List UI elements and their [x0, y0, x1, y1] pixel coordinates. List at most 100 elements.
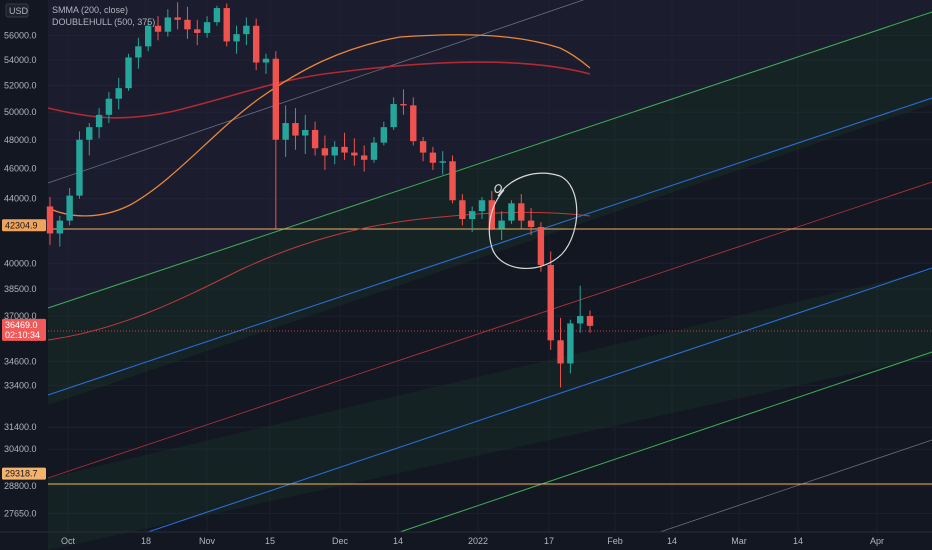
candle-body [86, 127, 93, 140]
time-tick-label: Feb [607, 536, 623, 546]
time-tick-label: 15 [265, 536, 275, 546]
channel-line-gray-top [47, 0, 585, 184]
channel-line-gray-bottom [659, 439, 932, 533]
time-tick-label: Apr [870, 536, 884, 546]
candle-body [547, 264, 554, 341]
candle-body [282, 123, 289, 140]
candle-body [184, 19, 191, 30]
currency-label: USD [9, 6, 29, 16]
candle-body [537, 226, 545, 265]
price-tick-label: 50000.0 [4, 107, 37, 117]
candle-body [557, 340, 564, 364]
candle-body [419, 141, 427, 153]
candle-body [586, 316, 594, 326]
candle-body [478, 200, 486, 212]
candle-body [311, 129, 319, 149]
candle-body [76, 139, 83, 196]
candle-body [410, 105, 417, 142]
candle-body [174, 17, 181, 20]
time-tick-label: Nov [199, 536, 216, 546]
candle-body [508, 203, 515, 221]
candle-body [341, 146, 348, 153]
candle-body [400, 104, 407, 106]
annotation-circle[interactable] [488, 172, 578, 269]
candle-body [370, 142, 378, 160]
hull-line [47, 34, 591, 217]
price-axis[interactable]: 56000.0 54000.0 52000.0 50000.0 48000.0 46000… [4, 30, 37, 518]
candle-body [390, 104, 397, 128]
candle-body [459, 200, 466, 220]
candle-body [194, 29, 201, 33]
price-tick-label: 40000.0 [4, 258, 37, 268]
candle-body [223, 8, 230, 42]
candle-body [262, 58, 270, 63]
price-tick-label: 30400.0 [4, 444, 37, 454]
indicator-hull-label[interactable]: DOUBLEHULL (500, 375) [52, 17, 155, 27]
candle-body [154, 25, 162, 32]
price-tick-label: 48000.0 [4, 135, 37, 145]
time-tick-label: Dec [332, 536, 349, 546]
time-tick-label: Oct [61, 536, 76, 546]
candle-body [351, 152, 358, 156]
candle-body [213, 8, 221, 23]
price-tick-label: 33400.0 [4, 380, 37, 390]
candle-body [567, 323, 574, 364]
price-tick-label: 52000.0 [4, 81, 37, 91]
candle-body [46, 206, 54, 234]
time-tick-label: 14 [667, 536, 677, 546]
candle-body [498, 220, 505, 229]
time-axis[interactable]: Oct 18 Nov 15 Dec 14 2022 17 Feb 14 Mar 14 Apr [61, 536, 884, 546]
channel-band-purple [48, 0, 932, 308]
price-tick-label: 34600.0 [4, 356, 37, 366]
price-tick-label: 44000.0 [4, 194, 37, 204]
channel-line-blue-upper [47, 97, 932, 396]
time-tick-label: Mar [731, 536, 747, 546]
candle-body [105, 98, 113, 115]
price-tags: 42304.9 36469.002:10:34 29318.7 [2, 219, 46, 480]
indicator-smma-label[interactable]: SMMA (200, close) [52, 5, 128, 15]
candles [46, 2, 594, 388]
channel-line-blue-lower [147, 267, 932, 533]
candle-body [272, 58, 280, 140]
legend: USD SMMA (200, close) DOUBLEHULL (500, 3… [5, 3, 155, 27]
channel-band-lower [48, 270, 932, 550]
candle-body [115, 88, 122, 99]
candle-body [527, 220, 535, 227]
currency-badge [5, 3, 29, 18]
candle-body [292, 123, 299, 136]
candle-body [164, 17, 172, 32]
channel-line-green-upper [47, 11, 932, 309]
candle-body [321, 148, 329, 156]
candle-body [66, 195, 73, 221]
price-tag [2, 219, 46, 232]
time-tick-label: 14 [793, 536, 803, 546]
price-tag [2, 467, 46, 480]
candle-body [243, 25, 250, 35]
channel-line-green-lower [399, 351, 932, 533]
chart-grid [48, 0, 932, 532]
countdown-label: 02:10:34 [5, 330, 40, 340]
candle-body [518, 203, 525, 221]
candle-body [56, 220, 64, 234]
candle-body [125, 57, 132, 89]
candle-body [135, 46, 142, 58]
price-tick-label: 46000.0 [4, 164, 37, 174]
price-tick-label: 38500.0 [4, 284, 37, 294]
price-tick-label: 54000.0 [4, 55, 37, 65]
price-tick-label: 28800.0 [4, 481, 37, 491]
candle-body [380, 127, 388, 143]
candle-body [429, 152, 437, 163]
candle-body [252, 25, 260, 63]
price-tag-label: 29318.7 [5, 469, 38, 479]
time-tick-label: 2022 [468, 536, 488, 546]
candle-body [144, 25, 152, 47]
time-tick-label: 18 [141, 536, 151, 546]
channel-line-red-mid [47, 181, 932, 479]
price-tag-label: 36469.0 [5, 320, 38, 330]
price-tick-label: 27650.0 [4, 508, 37, 518]
price-tick-label: 37000.0 [4, 311, 37, 321]
candle-body [233, 34, 240, 42]
price-tag [2, 318, 46, 341]
